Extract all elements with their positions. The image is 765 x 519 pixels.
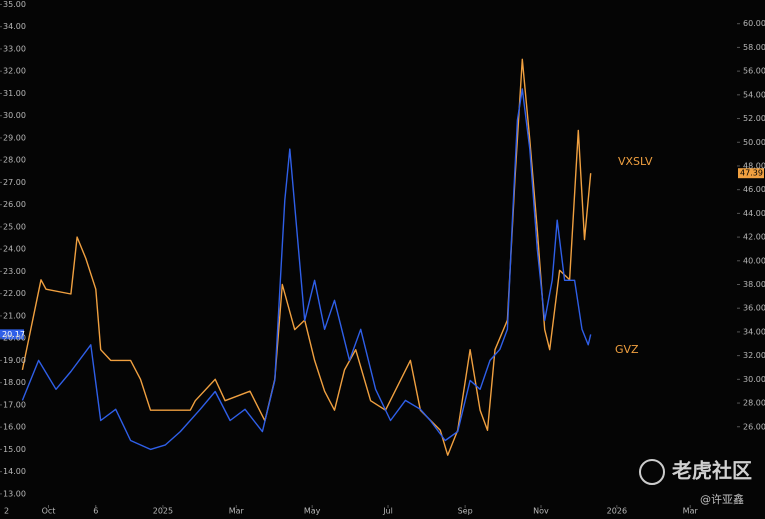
x-tick-label: Mar [683, 507, 699, 516]
last-value-box [738, 168, 764, 179]
watermark-author: @许亚鑫 [700, 492, 744, 506]
y-tick-label: 23.00 [3, 267, 26, 276]
x-tick-label: 2026 [607, 507, 627, 516]
y-tick-label: 16.00 [3, 423, 26, 432]
y-tick-label: 32.00 [3, 67, 26, 76]
last-value-box [0, 329, 24, 340]
y-tick-label: 14.00 [3, 467, 26, 476]
y-tick-label: 35.00 [3, 0, 26, 9]
y2-tick-label: 54.00 [743, 90, 765, 99]
y-tick-label: 29.00 [3, 133, 26, 142]
x-tick-label: 6 [93, 507, 98, 516]
x-tick-label: Oct [42, 507, 56, 516]
y-tick-label: 30.00 [3, 111, 26, 120]
y2-tick-label: 28.00 [743, 399, 765, 408]
y-tick-label: 27.00 [3, 178, 26, 187]
x-tick-label: May [304, 507, 321, 516]
x-tick-label: 2025 [153, 507, 173, 516]
y2-tick-label: 58.00 [743, 43, 765, 52]
corner-label: 2 [4, 507, 9, 516]
y-tick-label: 31.00 [3, 89, 26, 98]
y2-tick-label: 52.00 [743, 114, 765, 123]
y2-tick-label: 50.00 [743, 138, 765, 147]
y2-tick-label: 34.00 [743, 327, 765, 336]
y-tick-label: 33.00 [3, 44, 26, 53]
y2-tick-label: 56.00 [743, 67, 765, 76]
x-tick-label: Sep [458, 507, 473, 516]
y-tick-label: 24.00 [3, 245, 26, 254]
y-tick-label: 26.00 [3, 200, 26, 209]
y-tick-label: 13.00 [3, 489, 26, 498]
y2-tick-label: 60.00 [743, 19, 765, 28]
y-tick-label: 28.00 [3, 156, 26, 165]
y2-tick-label: 26.00 [743, 422, 765, 431]
y2-tick-label: 48.00 [743, 161, 765, 170]
y2-tick-label: 32.00 [743, 351, 765, 360]
y-tick-label: 19.00 [3, 356, 26, 365]
watermark-icon [639, 459, 665, 485]
x-tick-label: Mar [229, 507, 245, 516]
last-value-label: 20.17 [2, 330, 25, 339]
y-tick-label: 25.00 [3, 222, 26, 231]
y-tick-label: 15.00 [3, 445, 26, 454]
x-tick-label: Jul [382, 507, 393, 516]
y2-tick-label: 40.00 [743, 256, 765, 265]
series-name: VXSLV [618, 155, 653, 168]
y2-tick-label: 36.00 [743, 304, 765, 313]
series-name: GVZ [615, 343, 639, 356]
y2-tick-label: 42.00 [743, 233, 765, 242]
watermark-title: 老虎社区 [672, 459, 752, 483]
y2-tick-label: 46.00 [743, 185, 765, 194]
y2-tick-label: 30.00 [743, 375, 765, 384]
series-line [21, 88, 592, 451]
y-tick-label: 22.00 [3, 289, 26, 298]
y-tick-label: 20.00 [3, 334, 26, 343]
y-tick-label: 34.00 [3, 22, 26, 31]
last-value-label: 47.39 [740, 169, 763, 178]
series-line [21, 58, 592, 456]
y2-tick-label: 38.00 [743, 280, 765, 289]
x-tick-label: Nov [533, 507, 549, 516]
y-tick-label: 21.00 [3, 311, 26, 320]
y2-tick-label: 44.00 [743, 209, 765, 218]
y-tick-label: 18.00 [3, 378, 26, 387]
y-tick-label: 17.00 [3, 400, 26, 409]
